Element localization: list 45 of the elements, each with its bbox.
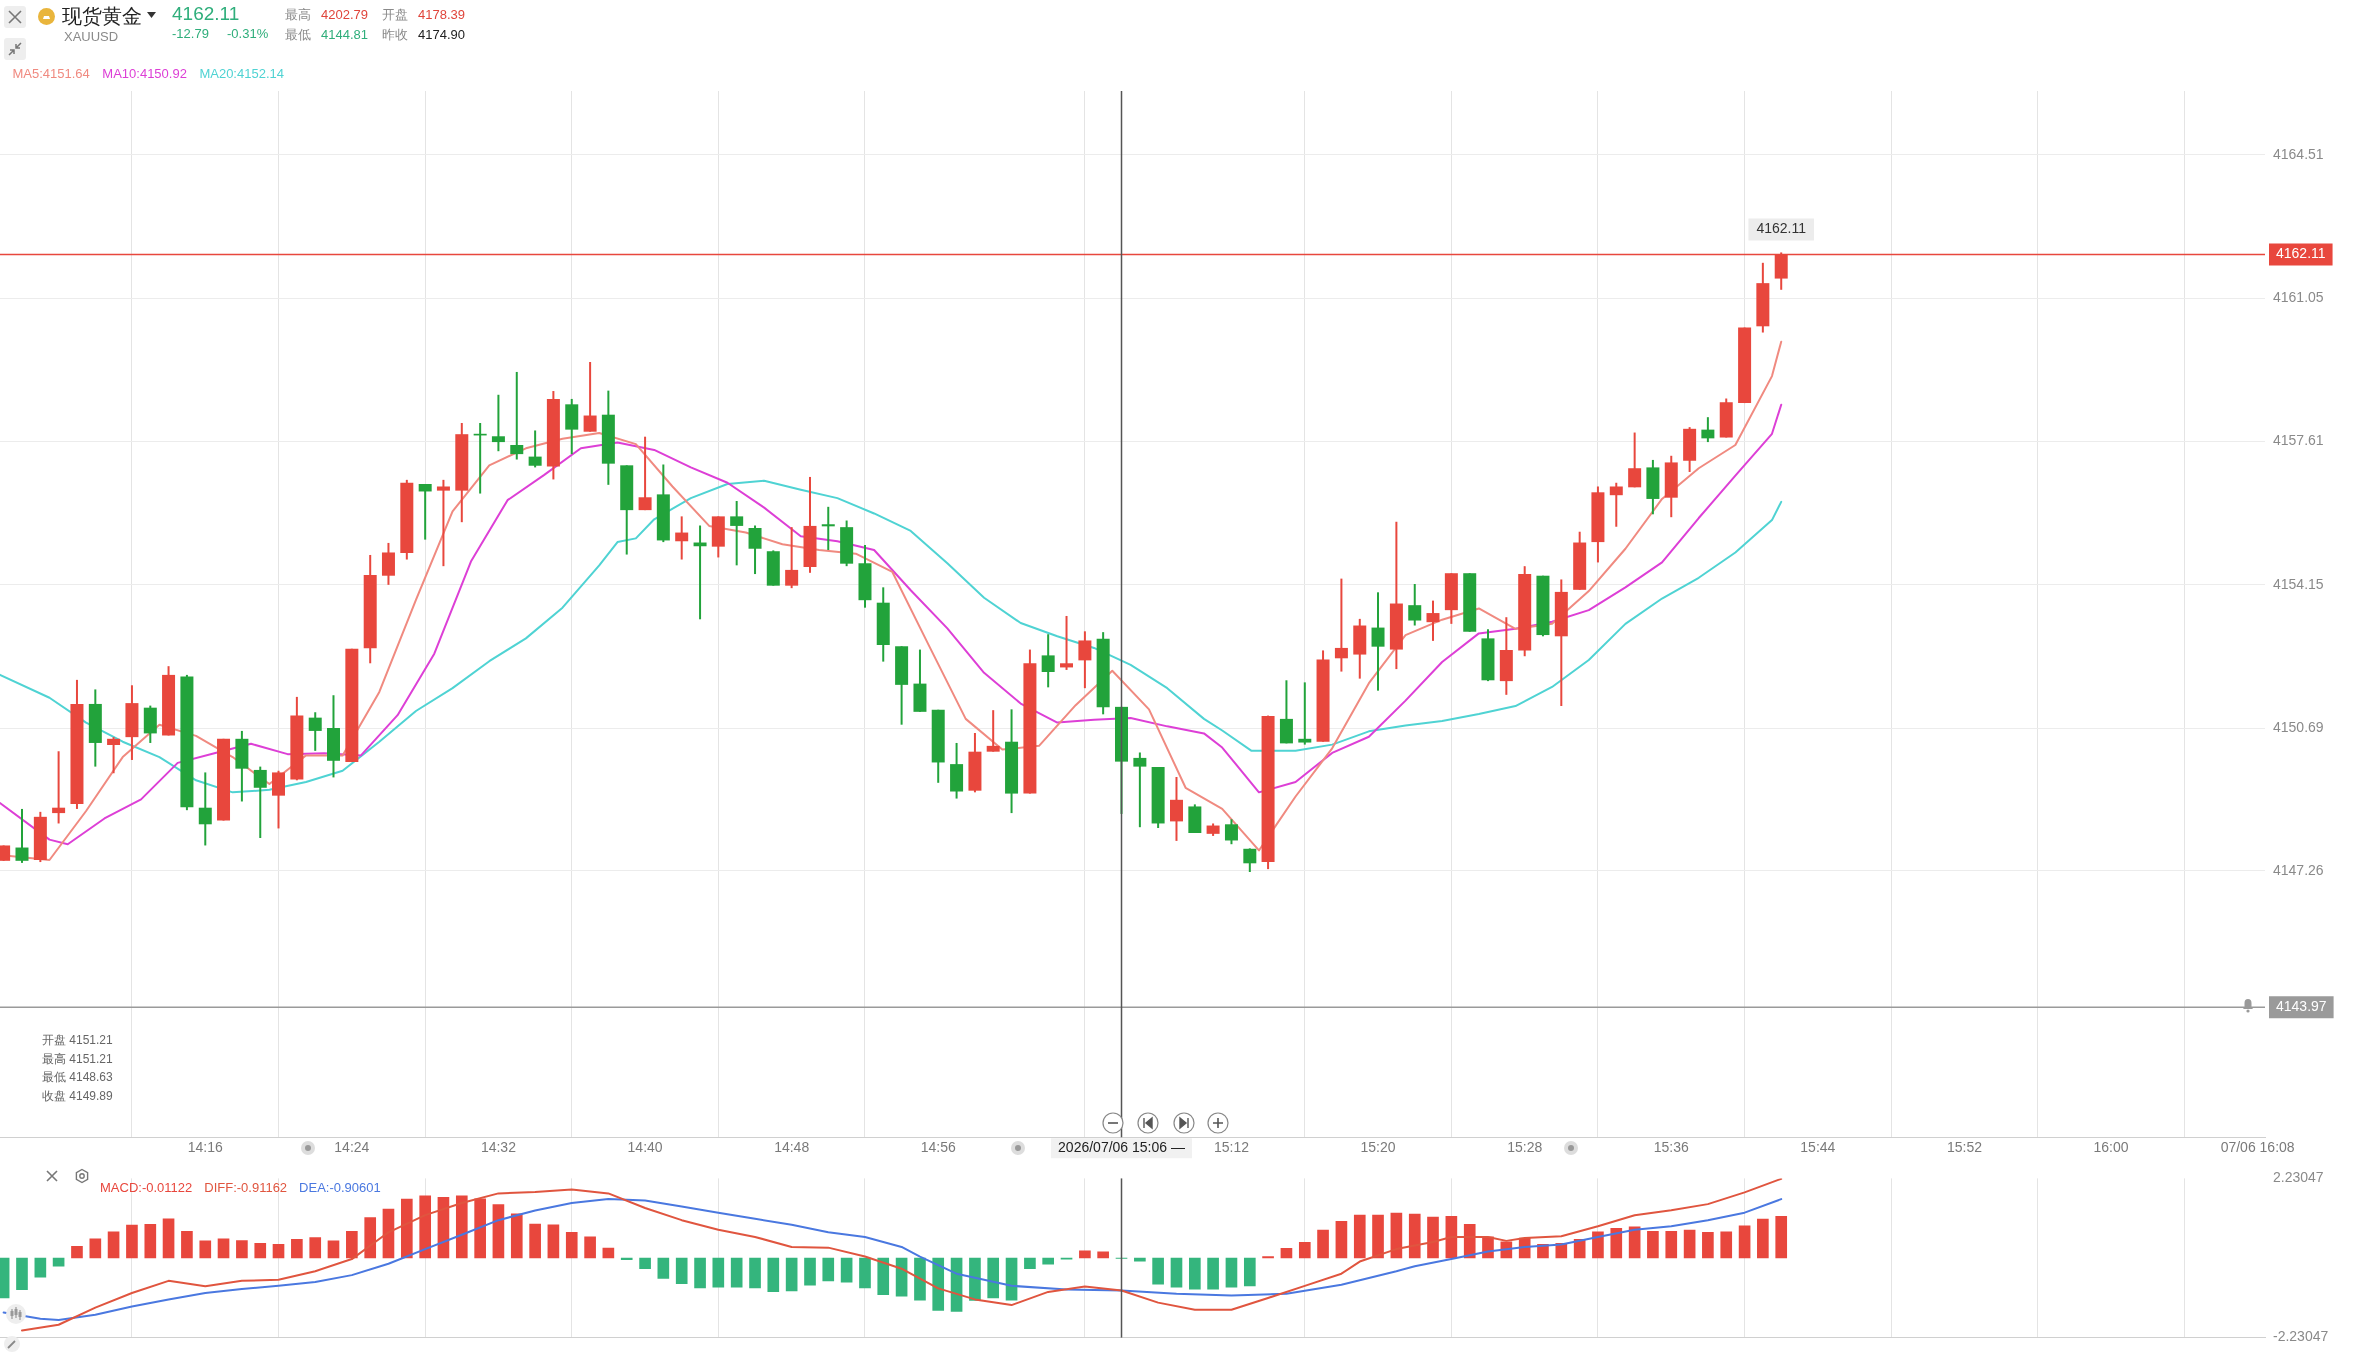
- annotation: 最低 4148.63: [42, 1069, 113, 1086]
- x-tick-label: 15:12: [1213, 1139, 1250, 1156]
- annotation: 收盘 4149.89: [42, 1087, 113, 1105]
- y-tick-label: 4147.26: [2273, 861, 2324, 878]
- text: MACD:-0.01122: [100, 1180, 193, 1196]
- x-tick-label: 15:52: [1946, 1139, 1983, 1156]
- y-tick-label: 4164.51: [2273, 145, 2324, 162]
- annotation: 4162.11: [1756, 220, 1807, 237]
- x-tick-label: 15:20: [1360, 1139, 1396, 1156]
- chart-title: 现货黄金: [62, 4, 142, 29]
- text: 最高 4202.79: [285, 7, 368, 22]
- y-tick-label: 4157.61: [2273, 432, 2324, 449]
- x-tick-label: 14:56: [920, 1139, 956, 1156]
- text: DIFF:-0.91162: [204, 1180, 288, 1196]
- y-tick-label: 4154.15: [2273, 575, 2324, 592]
- x-tick-label: 16:00: [2093, 1139, 2129, 1156]
- annotation: 最高 4151.21: [42, 1050, 113, 1068]
- x-tick-label: 14:24: [334, 1139, 370, 1156]
- ref-line-label: 4143.97: [2276, 998, 2327, 1015]
- x-tick-label: 14:48: [774, 1139, 810, 1156]
- y-tick-label: -2.23047: [2273, 1328, 2329, 1345]
- text: DEA:-0.90601: [299, 1180, 381, 1196]
- text: 开盘 4178.39: [382, 7, 465, 22]
- text: MA20:4152.14: [199, 66, 284, 82]
- text: 昨收 4174.90: [382, 27, 465, 42]
- text: -12.79: [172, 26, 209, 41]
- chart-subtitle: XAUUSD: [64, 29, 119, 44]
- text: 4162.11: [172, 3, 240, 25]
- y-tick-label: 2.23047: [2273, 1169, 2324, 1186]
- x-tick-label: 15:36: [1653, 1139, 1689, 1156]
- x-tick-label: 14:16: [187, 1139, 223, 1156]
- text: 最低 4144.81: [285, 27, 368, 42]
- ref-line-label: 4162.11: [2276, 245, 2326, 262]
- x-tick-label: 14:40: [627, 1139, 663, 1156]
- text: -0.31%: [227, 26, 269, 41]
- annotation: 开盘 4151.21: [42, 1032, 113, 1049]
- x-tick-label: 15:28: [1507, 1139, 1543, 1156]
- y-tick-label: 4161.05: [2273, 289, 2324, 306]
- text: MA5:4151.64: [12, 66, 90, 82]
- y-tick-label: 4150.69: [2273, 719, 2324, 736]
- x-tick-label: 15:44: [1800, 1139, 1836, 1156]
- x-tick-label: 14:32: [480, 1139, 517, 1156]
- x-tick-label: 07/06 16:08: [2220, 1139, 2295, 1156]
- ref-line-label: 2026/07/06 15:06 —: [1058, 1139, 1185, 1156]
- text: MA10:4150.92: [102, 66, 187, 82]
